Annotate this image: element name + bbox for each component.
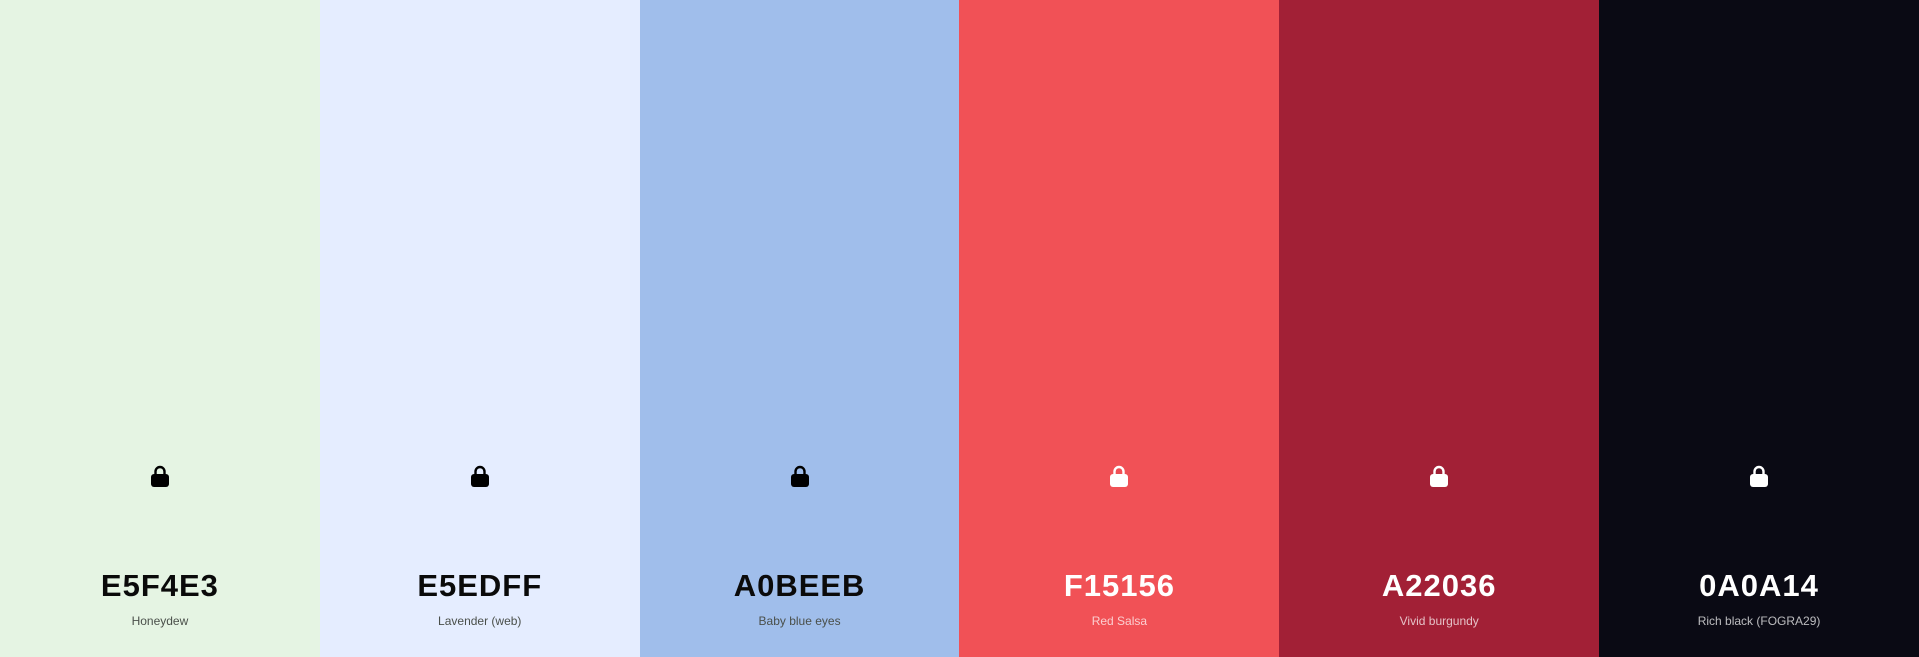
swatch-color-name: Red Salsa: [1091, 614, 1148, 628]
swatch-hex-code[interactable]: A0BEEB: [733, 568, 866, 603]
color-swatch-5[interactable]: 0A0A14 Rich black (FOGRA29): [1599, 0, 1919, 657]
color-swatch-4[interactable]: A22036 Vivid burgundy: [1279, 0, 1600, 657]
swatch-hex-code[interactable]: E5F4E3: [100, 568, 219, 603]
lock-icon[interactable]: [149, 463, 171, 489]
lock-icon[interactable]: [1428, 463, 1450, 489]
color-swatch-0[interactable]: E5F4E3 Honeydew: [0, 0, 320, 657]
lock-icon[interactable]: [1748, 463, 1770, 489]
lock-icon[interactable]: [469, 463, 491, 489]
swatch-hex-code[interactable]: E5EDFF: [417, 568, 543, 603]
lock-icon[interactable]: [1108, 463, 1130, 489]
swatch-color-name: Rich black (FOGRA29): [1697, 614, 1821, 628]
swatch-color-name: Vivid burgundy: [1399, 614, 1479, 628]
swatch-hex-code[interactable]: 0A0A14: [1699, 568, 1819, 603]
color-swatch-2[interactable]: A0BEEB Baby blue eyes: [639, 0, 960, 657]
color-swatch-3[interactable]: F15156 Red Salsa: [959, 0, 1280, 657]
color-swatch-1[interactable]: E5EDFF Lavender (web): [319, 0, 640, 657]
swatch-color-name: Baby blue eyes: [758, 614, 841, 628]
lock-icon[interactable]: [789, 463, 811, 489]
swatch-hex-code[interactable]: A22036: [1381, 568, 1497, 603]
swatch-color-name: Lavender (web): [438, 614, 522, 628]
swatch-color-name: Honeydew: [131, 614, 189, 628]
swatch-hex-code[interactable]: F15156: [1063, 568, 1175, 603]
